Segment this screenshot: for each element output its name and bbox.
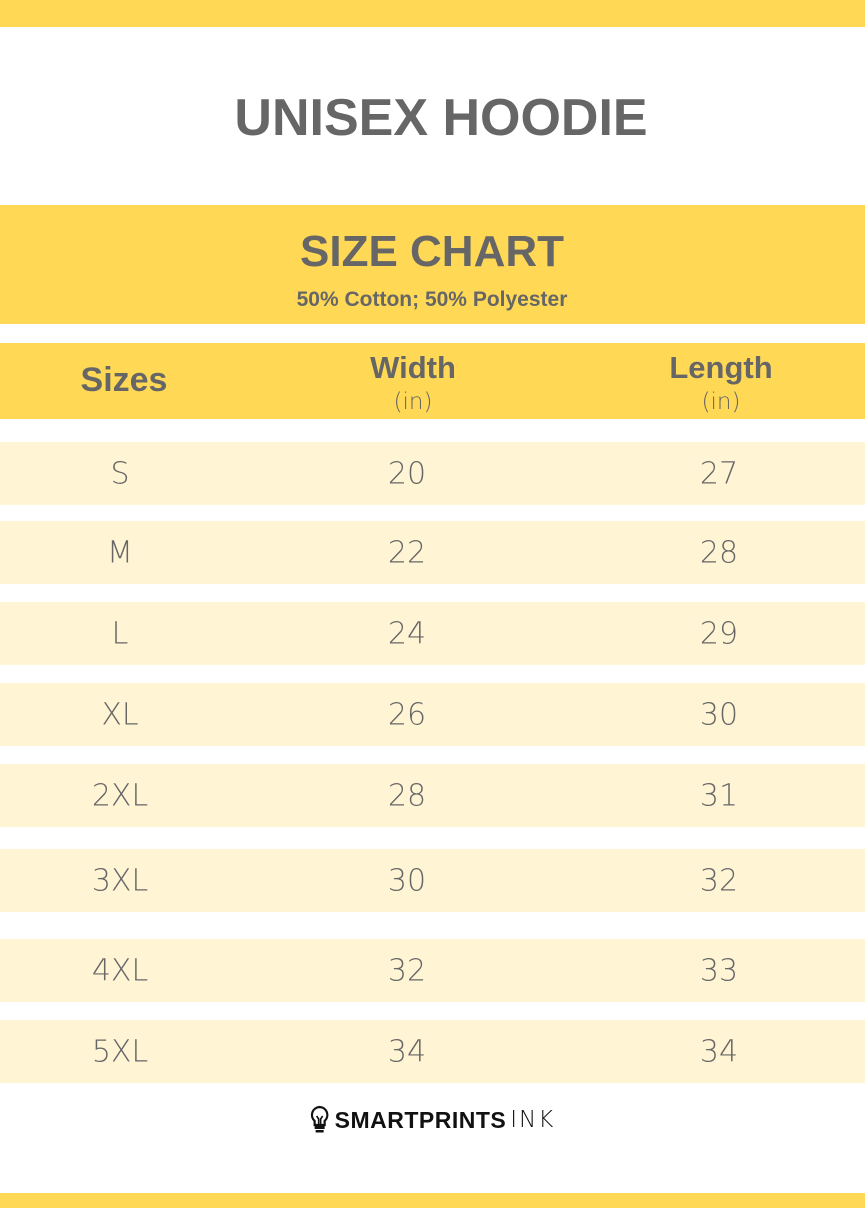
banner-subtitle: 50% Cotton; 50% Polyester [296,288,568,311]
length-cell: 29 [699,616,739,651]
table-row: 2XL 28 31 [0,764,865,827]
table-row: 3XL 30 32 [0,849,865,912]
length-cell: 33 [699,953,739,988]
length-cell: 30 [699,697,739,732]
table-row: S 20 27 [0,442,865,505]
width-cell: 34 [387,1034,427,1069]
top-bar [0,0,865,27]
width-cell: 28 [387,778,427,813]
header-length-unit: (in) [701,389,741,415]
header-sizes: Sizes [80,361,168,399]
length-cell: 31 [699,778,739,813]
length-cell: 28 [699,535,739,570]
table-header: Sizes Width (in) Length (in) [0,343,865,419]
logo: SMARTPRINTS INK [309,1105,556,1135]
size-cell: M [107,535,133,570]
width-cell: 26 [387,697,427,732]
length-cell: 32 [699,863,739,898]
width-cell: 30 [387,863,427,898]
size-cell: S [110,456,130,491]
size-cell: 2XL [91,778,149,813]
header-length: Length [669,350,773,385]
width-cell: 24 [387,616,427,651]
width-cell: 20 [387,456,427,491]
page-title: UNISEX HOODIE [234,89,648,147]
lightbulb-icon [310,1105,329,1133]
bottom-bar [0,1193,865,1208]
table-row: M 22 28 [0,521,865,584]
size-cell: 5XL [91,1034,149,1069]
size-cell: XL [101,697,139,732]
size-chart-banner: SIZE CHART 50% Cotton; 50% Polyester [0,205,865,324]
banner-title: SIZE CHART [300,227,564,276]
logo-light: INK [510,1107,556,1133]
table-row: 4XL 32 33 [0,939,865,1002]
width-cell: 22 [387,535,427,570]
length-cell: 34 [699,1034,739,1069]
size-cell: L [111,616,129,651]
length-cell: 27 [699,456,739,491]
table-row: XL 26 30 [0,683,865,746]
size-cell: 3XL [91,863,149,898]
table-row: 5XL 34 34 [0,1020,865,1083]
header-width: Width [370,350,456,385]
logo-bold: SMARTPRINTS [334,1106,507,1133]
header-width-unit: (in) [393,389,433,415]
size-cell: 4XL [91,953,149,988]
width-cell: 32 [387,953,427,988]
table-row: L 24 29 [0,602,865,665]
